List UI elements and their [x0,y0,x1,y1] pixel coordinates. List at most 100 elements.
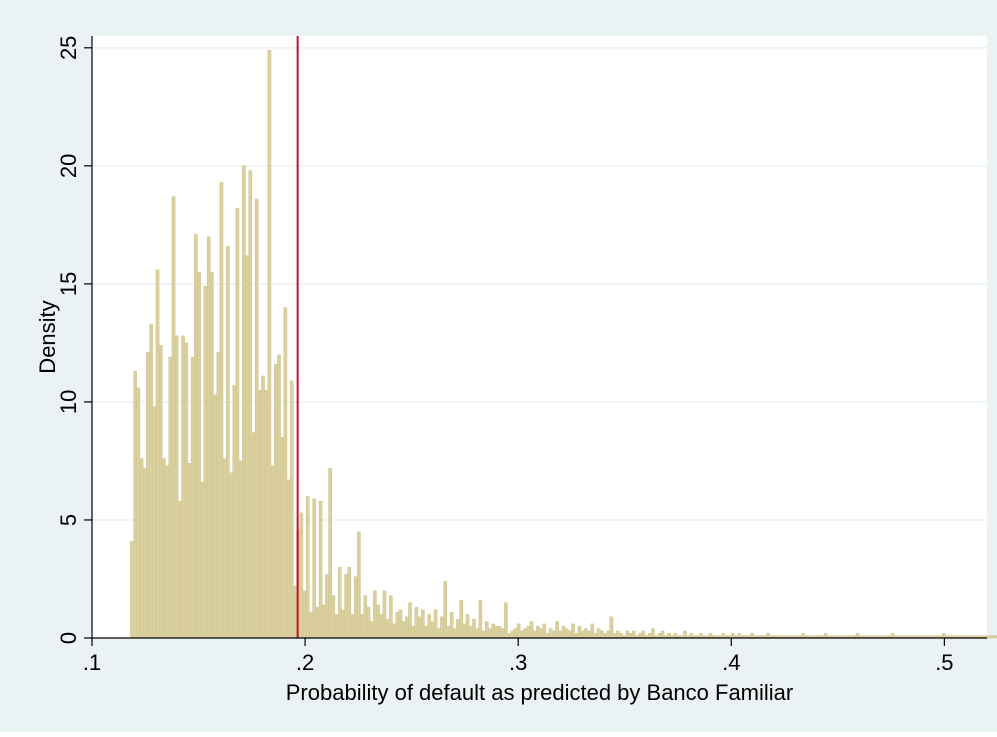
histogram-bar [520,631,523,638]
histogram-bar [415,607,418,638]
histogram-bar [396,612,399,638]
histogram-bar [213,395,216,638]
histogram-bar [667,633,670,638]
histogram-bar [150,324,153,638]
histogram-bar [530,621,533,638]
histogram-bar [345,574,348,638]
y-tick-label: 0 [56,632,81,644]
histogram-bar [453,629,456,638]
histogram-bar [156,270,159,638]
histogram-bar [431,621,434,638]
histogram-bar [476,629,479,638]
x-axis-label: Probability of default as predicted by B… [286,680,793,705]
histogram-bar [309,612,312,638]
histogram-bar [265,390,268,638]
histogram-bar [511,631,514,638]
histogram-bar [447,626,450,638]
histogram-bar [287,480,290,638]
y-tick-label: 20 [56,154,81,178]
histogram-bar [191,357,194,638]
histogram-bar [594,633,597,638]
histogram-bar [437,629,440,638]
histogram-bar [392,624,395,638]
histogram-bar [434,610,437,638]
histogram-bar [201,482,204,638]
histogram-bar [376,605,379,638]
histogram-bar [492,624,495,638]
histogram-bar [354,577,357,638]
histogram-bar [488,629,491,638]
histogram-bar [559,631,562,638]
histogram-bar [383,591,386,638]
histogram-bar [610,617,613,638]
histogram-bar [290,381,293,638]
histogram-bar [597,629,600,638]
histogram-bar [501,629,504,638]
histogram-bar [229,473,232,638]
histogram-bar [405,617,408,638]
histogram-bar [418,617,421,638]
histogram-bar [178,501,181,638]
histogram-bar [750,633,753,638]
histogram-bar [549,629,552,638]
histogram-bar [182,336,185,638]
histogram-bar [658,633,661,638]
histogram-bar [571,624,574,638]
histogram-bar [942,633,945,638]
histogram-bar [271,466,274,638]
histogram-bar [642,631,645,638]
histogram-bar [226,246,229,638]
histogram-bar [335,614,338,638]
histogram-bar [562,626,565,638]
histogram-bar [456,619,459,638]
histogram-bar [217,352,220,638]
histogram-bar [802,633,805,638]
histogram-bar [421,610,424,638]
histogram-bar [469,626,472,638]
histogram-bar [380,614,383,638]
histogram-bar [188,463,191,638]
histogram-bar [130,541,133,638]
histogram-bar [261,376,264,638]
y-tick-label: 25 [56,36,81,60]
histogram-bar [351,614,354,638]
histogram-bar [514,629,517,638]
histogram-bar [990,636,993,638]
histogram-bar [223,459,226,638]
histogram-bar [424,626,427,638]
histogram-bar [169,357,172,638]
histogram-bar [440,617,443,638]
y-tick-label: 15 [56,272,81,296]
histogram-bar [540,629,543,638]
y-tick-label: 5 [56,514,81,526]
histogram-bar [674,633,677,638]
histogram-bar [338,567,341,638]
histogram-bar [891,633,894,638]
histogram-bar [162,459,165,638]
histogram-bar [466,614,469,638]
histogram-bar [460,600,463,638]
histogram-bar [137,388,140,638]
histogram-bar [341,610,344,638]
histogram-bar [249,171,252,638]
histogram-bar [587,631,590,638]
histogram-bar [194,234,197,638]
histogram-bar [626,631,629,638]
histogram-bar [172,197,175,638]
histogram-bar [517,624,520,638]
histogram-bar [722,633,725,638]
histogram-bar [364,596,367,638]
histogram-bar [543,624,546,638]
histogram-bar [536,626,539,638]
histogram-bar [856,633,859,638]
histogram-bar [245,256,248,638]
histogram-bar [581,631,584,638]
y-axis-label: Density [35,300,60,373]
histogram-bar [546,633,549,638]
histogram-bar [444,581,447,638]
histogram-bar [485,621,488,638]
histogram-bar [274,364,277,638]
histogram-bar [325,574,328,638]
histogram-bar [134,371,137,638]
